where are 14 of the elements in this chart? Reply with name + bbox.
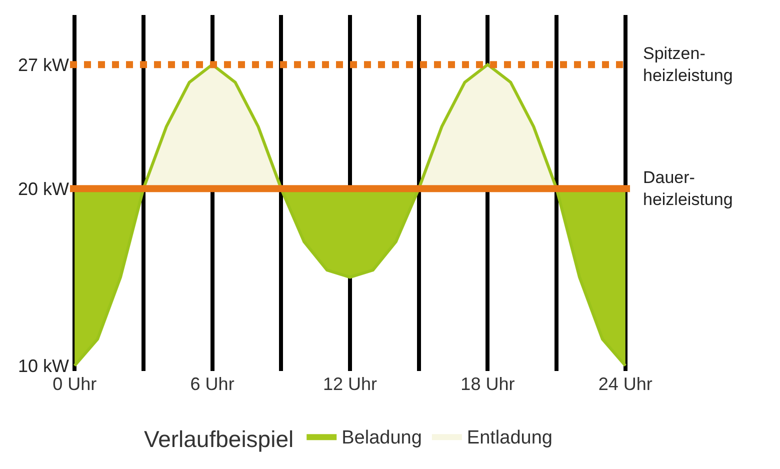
ref-line-label: Spitzen- heizleistung bbox=[643, 44, 733, 86]
x-tick-label: 18 Uhr bbox=[460, 374, 515, 394]
ref-line-label: Dauer- heizleistung bbox=[643, 168, 733, 210]
x-tick-label: 0 Uhr bbox=[52, 374, 97, 394]
legend-title: Verlaufbeispiel bbox=[144, 426, 294, 452]
x-tick-label: 12 Uhr bbox=[322, 374, 378, 394]
x-tick-label: 6 Uhr bbox=[190, 374, 234, 394]
y-tick-label: 20 kW bbox=[18, 178, 70, 199]
y-tick-label: 27 kW bbox=[18, 54, 70, 75]
line-series bbox=[73, 63, 627, 368]
x-tick-label: 24 Uhr bbox=[598, 374, 652, 394]
legend-label: Beladung bbox=[342, 428, 422, 449]
legend-label: Entladung bbox=[466, 428, 552, 449]
y-tick-label: 10 kW bbox=[18, 356, 70, 376]
